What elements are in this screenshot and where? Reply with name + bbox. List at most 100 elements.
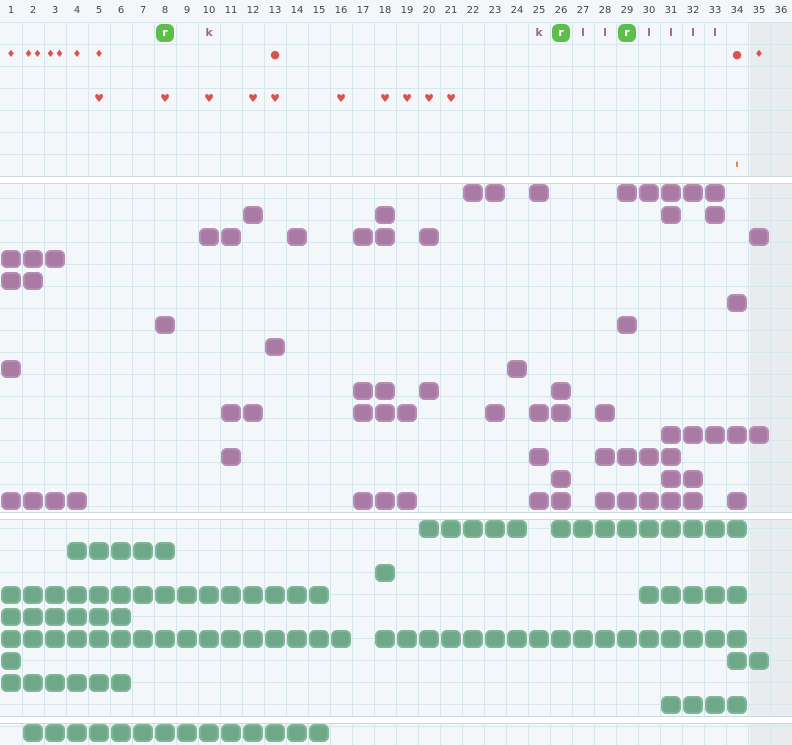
green-block[interactable]: [683, 630, 703, 648]
purple-block[interactable]: [23, 492, 43, 510]
green-block[interactable]: [617, 630, 637, 648]
purple-block[interactable]: [353, 404, 373, 422]
green-block[interactable]: [177, 586, 197, 604]
green-block[interactable]: [23, 630, 43, 648]
green-block[interactable]: [573, 520, 593, 538]
green-block[interactable]: [45, 674, 65, 692]
green-block[interactable]: [67, 630, 87, 648]
rook-badge-icon[interactable]: r: [156, 24, 174, 42]
green-block[interactable]: [243, 724, 263, 742]
green-block[interactable]: [507, 630, 527, 648]
purple-block[interactable]: [617, 184, 637, 202]
green-block[interactable]: [45, 724, 65, 742]
purple-block[interactable]: [419, 228, 439, 246]
green-block[interactable]: [727, 652, 747, 670]
green-block[interactable]: [177, 724, 197, 742]
green-block[interactable]: [661, 630, 681, 648]
purple-block[interactable]: [661, 206, 681, 224]
green-block[interactable]: [177, 630, 197, 648]
green-block[interactable]: [155, 630, 175, 648]
purple-block[interactable]: [1, 360, 21, 378]
green-block[interactable]: [727, 630, 747, 648]
green-block[interactable]: [199, 630, 219, 648]
green-block[interactable]: [243, 630, 263, 648]
purple-block[interactable]: [639, 448, 659, 466]
green-block[interactable]: [683, 586, 703, 604]
green-block[interactable]: [309, 630, 329, 648]
purple-block[interactable]: [243, 404, 263, 422]
green-block[interactable]: [243, 586, 263, 604]
green-block[interactable]: [155, 542, 175, 560]
green-block[interactable]: [639, 586, 659, 604]
green-block[interactable]: [1, 630, 21, 648]
purple-block[interactable]: [749, 228, 769, 246]
green-block[interactable]: [727, 586, 747, 604]
purple-block[interactable]: [727, 492, 747, 510]
purple-block[interactable]: [23, 272, 43, 290]
purple-block[interactable]: [419, 382, 439, 400]
green-block[interactable]: [23, 586, 43, 604]
purple-block[interactable]: [1, 250, 21, 268]
purple-block[interactable]: [683, 470, 703, 488]
purple-block[interactable]: [529, 492, 549, 510]
green-block[interactable]: [573, 630, 593, 648]
green-block[interactable]: [199, 586, 219, 604]
green-block[interactable]: [595, 630, 615, 648]
green-block[interactable]: [705, 520, 725, 538]
green-block[interactable]: [705, 630, 725, 648]
green-block[interactable]: [89, 630, 109, 648]
purple-block[interactable]: [375, 404, 395, 422]
purple-block[interactable]: [45, 250, 65, 268]
green-block[interactable]: [67, 724, 87, 742]
purple-block[interactable]: [397, 492, 417, 510]
purple-block[interactable]: [375, 206, 395, 224]
purple-block[interactable]: [639, 492, 659, 510]
rook-badge-icon[interactable]: r: [552, 24, 570, 42]
purple-block[interactable]: [221, 404, 241, 422]
green-block[interactable]: [375, 630, 395, 648]
green-block[interactable]: [133, 724, 153, 742]
green-block[interactable]: [133, 542, 153, 560]
green-block[interactable]: [23, 724, 43, 742]
purple-block[interactable]: [353, 382, 373, 400]
purple-block[interactable]: [529, 184, 549, 202]
green-block[interactable]: [1, 586, 21, 604]
purple-block[interactable]: [661, 492, 681, 510]
purple-block[interactable]: [727, 294, 747, 312]
green-block[interactable]: [45, 630, 65, 648]
green-block[interactable]: [67, 586, 87, 604]
green-block[interactable]: [111, 542, 131, 560]
purple-block[interactable]: [397, 404, 417, 422]
green-block[interactable]: [463, 630, 483, 648]
green-block[interactable]: [111, 674, 131, 692]
green-block[interactable]: [89, 724, 109, 742]
purple-block[interactable]: [705, 426, 725, 444]
green-block[interactable]: [617, 520, 637, 538]
green-block[interactable]: [221, 630, 241, 648]
purple-block[interactable]: [617, 492, 637, 510]
purple-block[interactable]: [375, 228, 395, 246]
green-block[interactable]: [727, 520, 747, 538]
purple-block[interactable]: [661, 426, 681, 444]
purple-block[interactable]: [683, 426, 703, 444]
purple-block[interactable]: [221, 228, 241, 246]
purple-block[interactable]: [661, 448, 681, 466]
purple-block[interactable]: [243, 206, 263, 224]
purple-block[interactable]: [661, 470, 681, 488]
green-block[interactable]: [89, 542, 109, 560]
green-block[interactable]: [727, 696, 747, 714]
green-block[interactable]: [111, 630, 131, 648]
purple-block[interactable]: [705, 184, 725, 202]
green-block[interactable]: [331, 630, 351, 648]
green-block[interactable]: [661, 520, 681, 538]
green-block[interactable]: [639, 630, 659, 648]
purple-block[interactable]: [683, 492, 703, 510]
purple-block[interactable]: [595, 404, 615, 422]
purple-block[interactable]: [705, 206, 725, 224]
purple-block[interactable]: [551, 470, 571, 488]
purple-block[interactable]: [199, 228, 219, 246]
green-block[interactable]: [133, 586, 153, 604]
green-block[interactable]: [221, 724, 241, 742]
purple-block[interactable]: [353, 228, 373, 246]
